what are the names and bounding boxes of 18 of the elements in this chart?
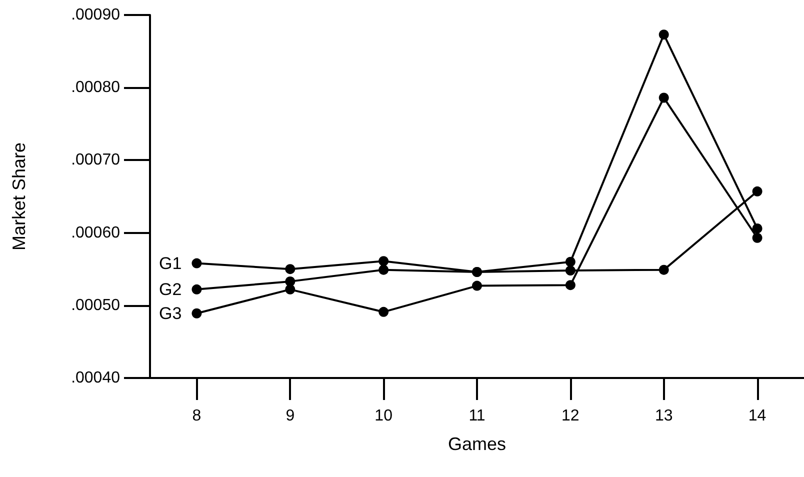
y-tick-label: .00070 xyxy=(71,152,120,169)
x-tick-label: 14 xyxy=(748,408,766,424)
x-tick-label: 12 xyxy=(562,408,580,424)
x-tick-label: 13 xyxy=(654,408,673,424)
legend-label: G3 xyxy=(159,304,182,323)
y-tick-label: .00060 xyxy=(71,224,120,242)
x-tick-label: 9 xyxy=(286,408,295,424)
y-axis-title: Market Share xyxy=(9,142,29,251)
x-tick-label: 10 xyxy=(374,408,393,424)
x-axis-title: Games xyxy=(448,434,506,454)
y-tick-label: .00050 xyxy=(71,296,120,314)
y-tick-label: .00040 xyxy=(71,370,120,386)
y-tick-label: .00090 xyxy=(71,6,120,24)
x-tick-label: 8 xyxy=(192,408,202,424)
x-tick-label: 11 xyxy=(468,408,486,424)
series-label: G1 xyxy=(159,254,182,273)
series-label: G2 xyxy=(159,280,182,299)
y-tick-label: .00080 xyxy=(71,79,120,96)
